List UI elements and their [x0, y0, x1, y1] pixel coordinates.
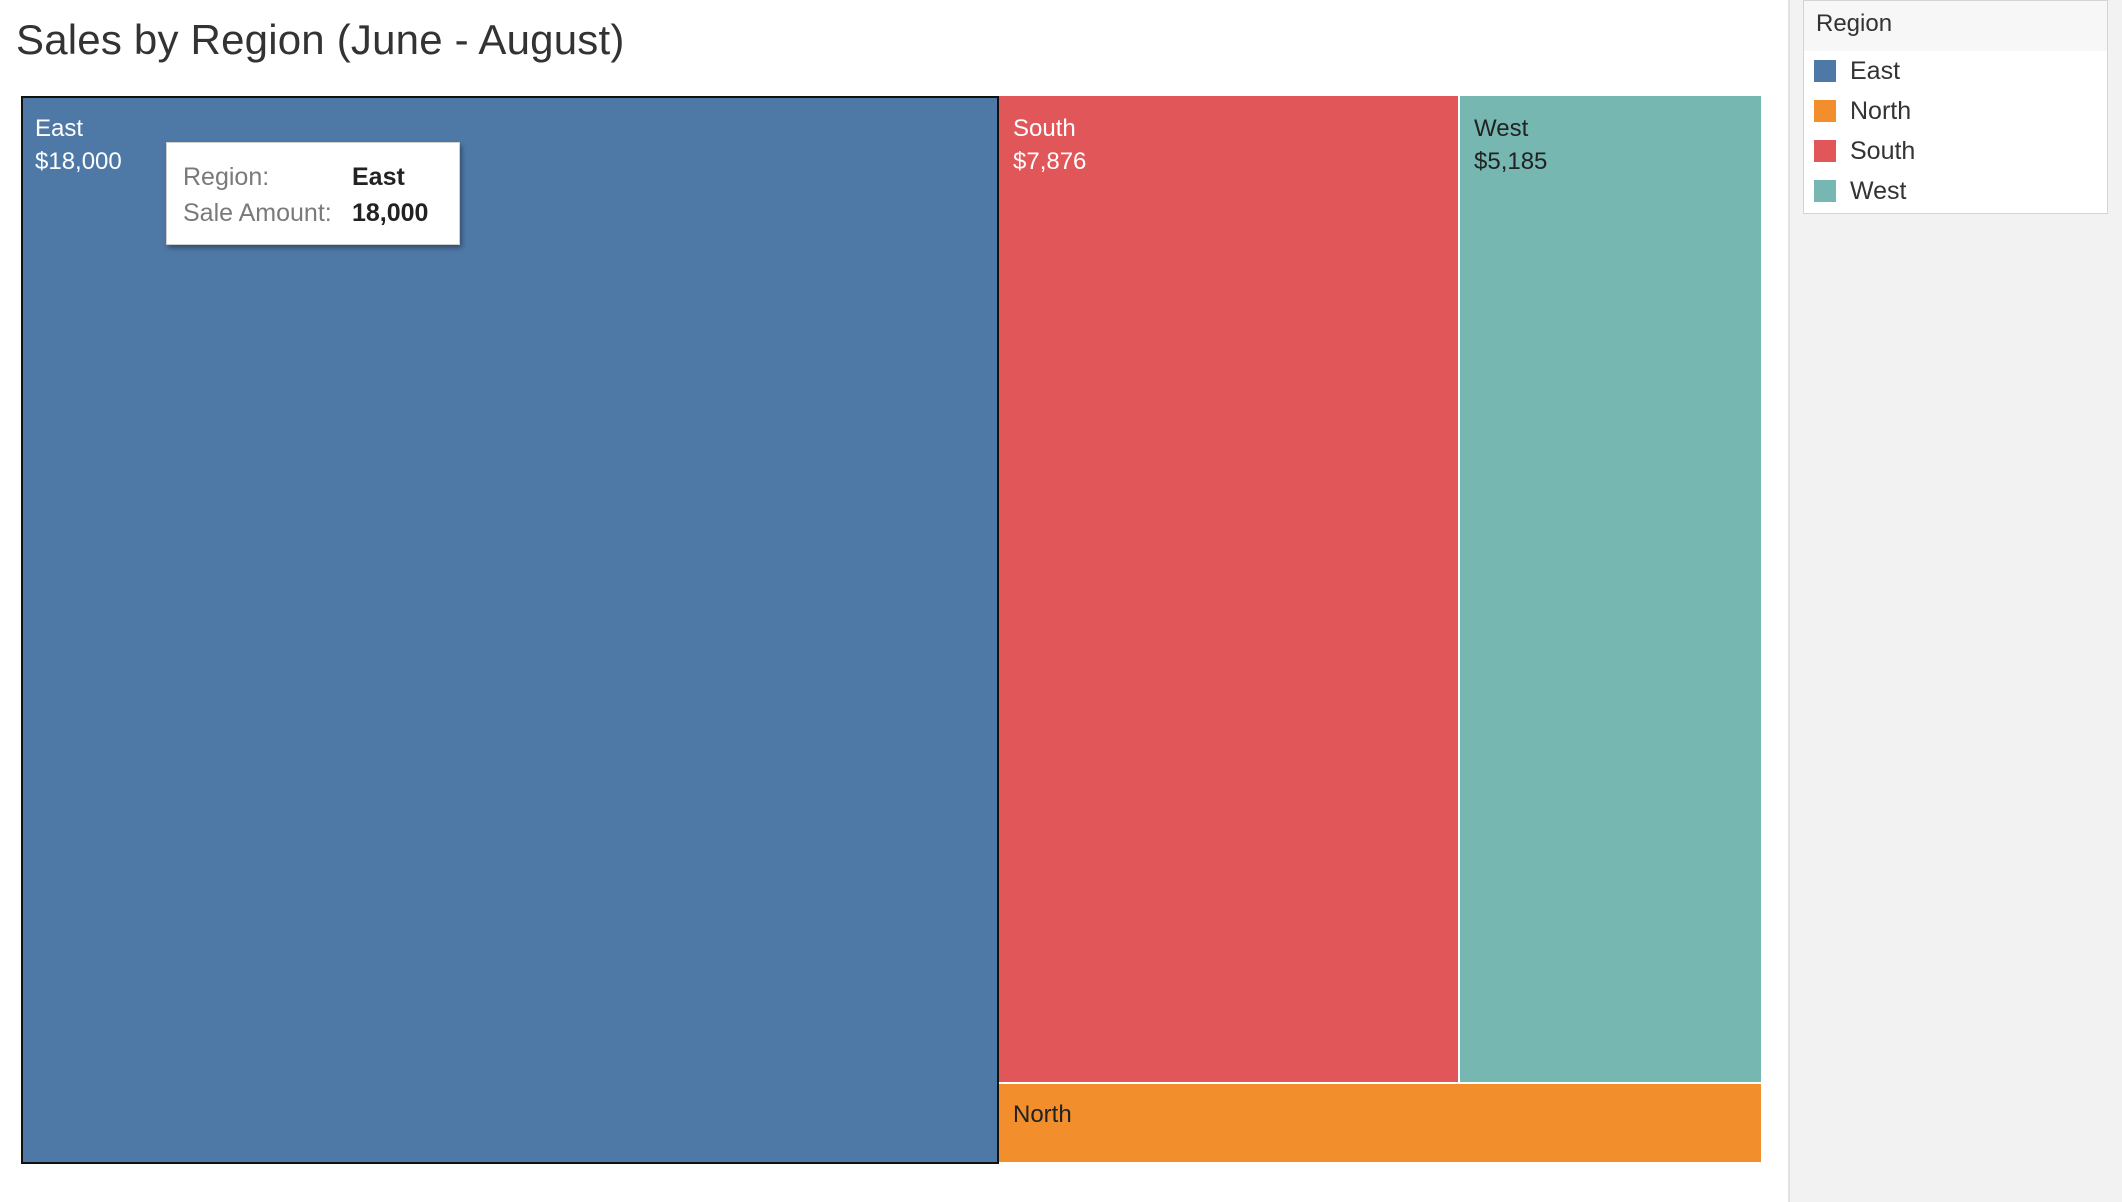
legend-swatch — [1814, 60, 1836, 82]
tile-region-name: North — [1013, 1101, 1072, 1128]
tooltip-row-sale-amount: Sale Amount: 18,000 — [183, 195, 443, 231]
legend-label: South — [1850, 136, 1916, 165]
tile-value: $5,185 — [1474, 148, 1548, 175]
legend-swatch — [1814, 100, 1836, 122]
legend-item-north[interactable]: North — [1804, 91, 2107, 131]
tooltip-value: East — [352, 162, 405, 191]
tile-region-name: South — [1013, 115, 1076, 142]
color-legend[interactable]: Region East North South West — [1803, 0, 2108, 214]
legend-swatch — [1814, 180, 1836, 202]
legend-item-east[interactable]: East — [1804, 51, 2107, 91]
treemap-tile-north[interactable]: North — [999, 1084, 1763, 1164]
tooltip-key: Sale Amount: — [183, 198, 332, 227]
panel-divider — [1788, 0, 1790, 1202]
treemap-tile-south[interactable]: South $7,876 — [999, 96, 1460, 1084]
tile-label: North — [1013, 1098, 1072, 1131]
treemap-tile-east[interactable]: East $18,000 — [21, 96, 999, 1164]
tile-region-name: East — [35, 115, 84, 142]
tooltip-value: 18,000 — [352, 198, 429, 227]
tooltip-row-region: Region: East — [183, 159, 443, 195]
tile-value: $18,000 — [35, 148, 122, 175]
tile-region-name: West — [1474, 115, 1529, 142]
treemap-tile-west[interactable]: West $5,185 — [1460, 96, 1763, 1084]
legend-title: Region — [1804, 1, 2107, 51]
tooltip: Region: East Sale Amount: 18,000 — [166, 142, 460, 245]
legend-label: North — [1850, 96, 1912, 125]
legend-label: East — [1850, 56, 1901, 85]
legend-item-west[interactable]: West — [1804, 171, 2107, 211]
tooltip-key: Region: — [183, 162, 270, 191]
legend-item-south[interactable]: South — [1804, 131, 2107, 171]
tile-label: East $18,000 — [35, 112, 122, 178]
treemap-area: East $18,000 South $7,876 West $5,185 North — [21, 96, 1763, 1164]
legend-items: East North South West — [1804, 51, 2107, 211]
legend-label: West — [1850, 176, 1907, 205]
tile-value: $7,876 — [1013, 148, 1087, 175]
legend-swatch — [1814, 140, 1836, 162]
tile-label: West $5,185 — [1474, 112, 1547, 178]
chart-title: Sales by Region (June - August) — [16, 16, 625, 63]
tile-label: South $7,876 — [1013, 112, 1086, 178]
